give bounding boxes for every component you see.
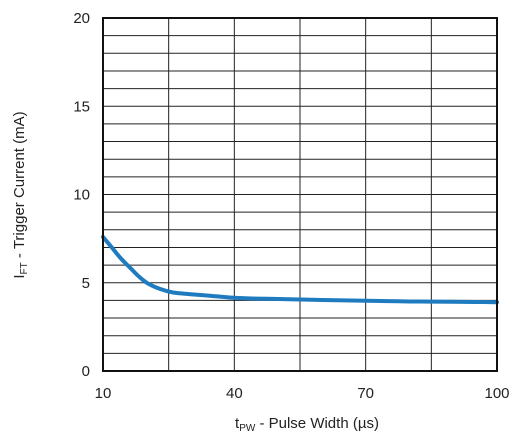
- y-tick-label: 20: [73, 10, 90, 27]
- y-tick-label: 0: [82, 363, 90, 380]
- x-axis-label-subscript: PW: [239, 423, 256, 433]
- y-tick-label: 15: [73, 98, 90, 115]
- series-line: [101, 234, 499, 305]
- plot-frame: [102, 17, 498, 372]
- x-tick-label: 100: [484, 385, 509, 402]
- y-tick-label: 10: [73, 187, 90, 204]
- x-tick-label: 10: [95, 385, 112, 402]
- tick-labels: 0 5 10 15 20 10 40 70 100: [73, 10, 509, 402]
- x-tick-label: 70: [357, 385, 374, 402]
- y-tick-label: 5: [82, 275, 90, 292]
- x-tick-label: 40: [226, 385, 243, 402]
- x-axis-label: tPW - Pulse Width (µs): [235, 415, 379, 433]
- y-axis-label: IFT - Trigger Current (mA): [11, 111, 30, 278]
- grid: [103, 18, 497, 371]
- y-axis-label-subscript: FT: [19, 262, 30, 274]
